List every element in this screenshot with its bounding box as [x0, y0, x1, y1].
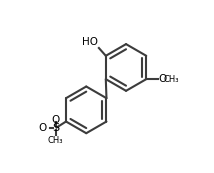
Text: CH₃: CH₃: [48, 136, 63, 145]
Text: O: O: [52, 115, 60, 125]
Text: CH₃: CH₃: [163, 75, 179, 84]
Text: O: O: [39, 123, 47, 133]
Text: S: S: [52, 123, 59, 133]
Text: HO: HO: [82, 37, 98, 47]
Text: O: O: [158, 74, 166, 84]
